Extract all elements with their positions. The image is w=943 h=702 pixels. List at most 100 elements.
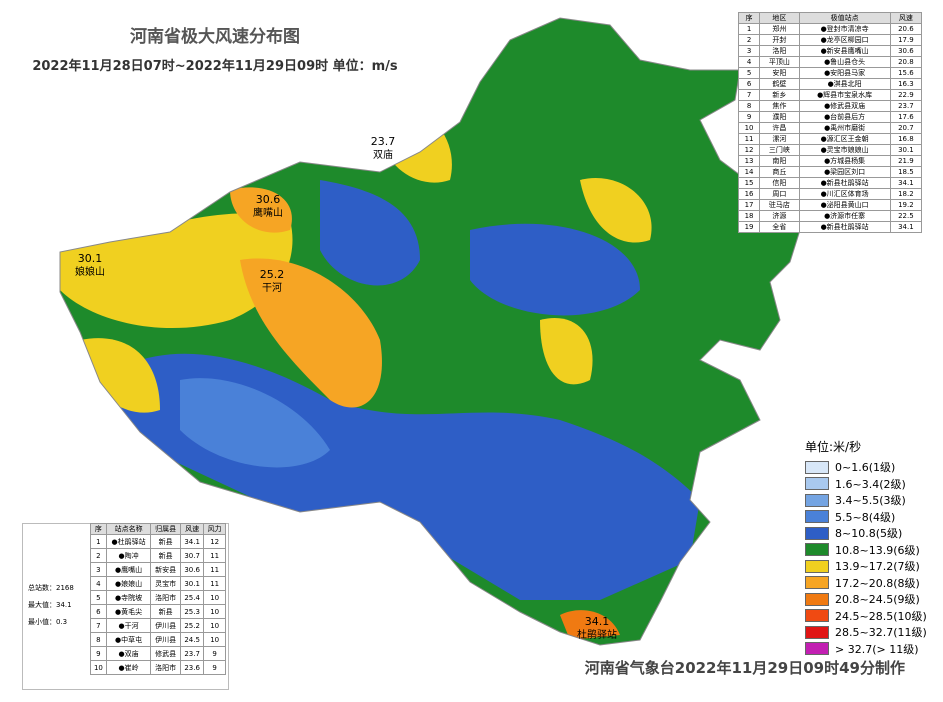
table-cell: 12 xyxy=(203,534,226,549)
table-row: 5 ●寺院坡 洛阳市 25.4 10 xyxy=(90,590,226,605)
legend-item: > 32.7(> 11级) xyxy=(805,641,933,658)
table-row: 9 濮阳 ●台前县后方 17.6 xyxy=(737,111,923,123)
table-cell: 6 xyxy=(90,604,107,619)
legend-item: 5.5~8(4级) xyxy=(805,509,933,526)
table-cell: 漯河 xyxy=(759,133,800,145)
table-cell: 洛阳市 xyxy=(150,660,181,675)
table-cell: ●崔岭 xyxy=(105,660,152,675)
legend-label: 20.8~24.5(9级) xyxy=(835,593,920,607)
table-row: 13 南阳 ●方城县杨集 21.9 xyxy=(737,155,923,167)
map-label-value: 30.1 xyxy=(78,252,103,265)
header-cell: 风力 xyxy=(203,523,226,535)
header-row: 序站点名称 归属县 风速 风力 xyxy=(90,523,226,535)
table-cell: ●新县杜鹃驿站 xyxy=(798,177,891,189)
table-row: 10 许昌 ●禹州市磨街 20.7 xyxy=(737,122,923,134)
legend-swatch xyxy=(805,543,829,557)
table-cell: 20.7 xyxy=(889,122,923,134)
legend-swatch xyxy=(805,460,829,474)
table-cell: 19.2 xyxy=(889,199,923,211)
table-cell: ●川汇区体育场 xyxy=(798,188,891,200)
table-cell: 商丘 xyxy=(759,166,800,178)
map-label-name: 杜鹃驿站 xyxy=(577,628,617,641)
table-cell: 16.8 xyxy=(889,133,923,145)
table-cell: 30.7 xyxy=(179,548,205,563)
table-row: 6 ●黄毛尖 新县 25.3 10 xyxy=(90,604,226,619)
map-label-name: 娘娘山 xyxy=(75,265,105,278)
table-cell: 济源 xyxy=(759,210,800,222)
legend-swatch xyxy=(805,576,829,590)
legend-item: 13.9~17.2(7级) xyxy=(805,558,933,575)
table-cell: ●方城县杨集 xyxy=(798,155,891,167)
table-row: 8 焦作 ●修武县双庙 23.7 xyxy=(737,100,923,112)
stat: 最大值：34.1 xyxy=(28,601,72,609)
header-cell: 归属县 xyxy=(150,523,181,535)
legend-label: > 32.7(> 11级) xyxy=(835,642,919,656)
header-cell: 风速 xyxy=(889,12,923,24)
table-cell: 17 xyxy=(737,199,761,211)
header-cell: 站点名称 xyxy=(105,523,152,535)
table-cell: ●新安县鹰嘴山 xyxy=(798,45,891,57)
header-row: 序地区 极值站点 风速 xyxy=(737,12,923,24)
table-cell: 9 xyxy=(737,111,761,123)
legend-swatch xyxy=(805,559,829,573)
table-row: 14 商丘 ●梁园区刘口 18.5 xyxy=(737,166,923,178)
table-cell: 9 xyxy=(90,646,107,661)
table-cell: 30.6 xyxy=(179,562,205,577)
table-cell: ●陶冲 xyxy=(105,548,152,563)
table-cell: 17.6 xyxy=(889,111,923,123)
table-cell: 伊川县 xyxy=(150,618,181,633)
table-cell: 19 xyxy=(737,221,761,233)
footer: 河南省气象台2022年11月29日09时49分制作 xyxy=(585,659,905,677)
table-cell: 周口 xyxy=(759,188,800,200)
table-cell: 8 xyxy=(90,632,107,647)
table-cell: 10 xyxy=(203,618,226,633)
table-cell: ●干河 xyxy=(105,618,152,633)
legend-label: 28.5~32.7(11级) xyxy=(835,626,927,640)
header-cell: 序 xyxy=(90,523,107,535)
table-cell: 21.9 xyxy=(889,155,923,167)
table-row: 8 ●中草屯 伊川县 24.5 10 xyxy=(90,632,226,647)
table-cell: 23.6 xyxy=(179,660,205,675)
city-table: 序地区 极值站点 风速 1 郑州 ●登封市清凉寺 20.6 2 开封 ●龙亭区柳园口 17.9 3 洛阳… xyxy=(737,12,923,233)
legend-swatch xyxy=(805,642,829,656)
legend-item: 24.5~28.5(10级) xyxy=(805,608,933,625)
table-row: 9 ●双庙 修武县 23.7 9 xyxy=(90,646,226,661)
table-cell: 30.1 xyxy=(179,576,205,591)
table-cell: 洛阳市 xyxy=(150,590,181,605)
table-cell: 新县 xyxy=(150,534,181,549)
table-cell: 9 xyxy=(203,646,226,661)
table-cell: 新县 xyxy=(150,604,181,619)
table-cell: 鹤壁 xyxy=(759,78,800,90)
table-cell: 许昌 xyxy=(759,122,800,134)
table-cell: ●辉县市宝泉水库 xyxy=(798,89,891,101)
table-cell: ●源汇区王金朝 xyxy=(798,133,891,145)
table-cell: ●娘娘山 xyxy=(105,576,152,591)
table-cell: ●新县杜鹃驿站 xyxy=(798,221,891,233)
table-row: 11 漯河 ●源汇区王金朝 16.8 xyxy=(737,133,923,145)
table-cell: 11 xyxy=(203,576,226,591)
table-cell: 30.6 xyxy=(889,45,923,57)
table-row: 3 洛阳 ●新安县鹰嘴山 30.6 xyxy=(737,45,923,57)
table-cell: 开封 xyxy=(759,34,800,46)
table-cell: 11 xyxy=(203,562,226,577)
table-cell: 10 xyxy=(203,632,226,647)
stat: 最小值：0.3 xyxy=(28,618,68,626)
table-cell: 濮阳 xyxy=(759,111,800,123)
map-label-value: 25.2 xyxy=(260,268,285,281)
table-cell: 2 xyxy=(90,548,107,563)
map-label-name: 鹰嘴山 xyxy=(253,206,283,219)
table-row: 5 安阳 ●安阳县马家 15.6 xyxy=(737,67,923,79)
table-row: 4 ●娘娘山 灵宝市 30.1 11 xyxy=(90,576,226,591)
table-row: 1 ●杜鹃驿站 新县 34.1 12 xyxy=(90,534,226,549)
table-cell: 34.1 xyxy=(179,534,205,549)
table-row: 7 ●干河 伊川县 25.2 10 xyxy=(90,618,226,633)
table-cell: 3 xyxy=(737,45,761,57)
legend-swatch xyxy=(805,625,829,639)
table-cell: 5 xyxy=(90,590,107,605)
legend-item: 0~1.6(1级) xyxy=(805,459,933,476)
legend-label: 0~1.6(1级) xyxy=(835,461,896,475)
table-row: 19 全省 ●新县杜鹃驿站 34.1 xyxy=(737,221,923,233)
table-row: 3 ●鹰嘴山 新安县 30.6 11 xyxy=(90,562,226,577)
legend-label: 3.4~5.5(3级) xyxy=(835,494,906,508)
